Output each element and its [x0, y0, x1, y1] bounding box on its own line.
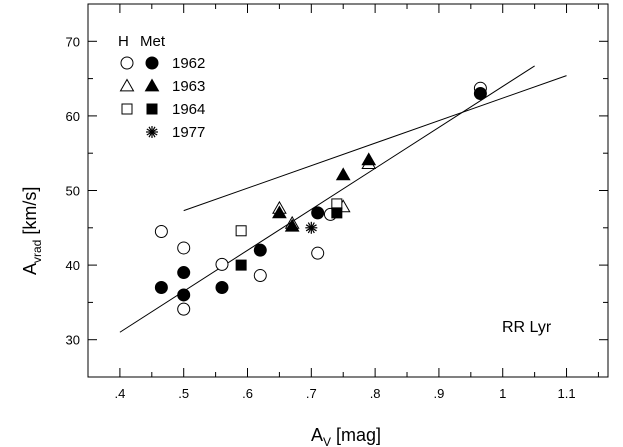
x-axis-title-unit: [mag] — [331, 425, 381, 445]
legend-label-1977: 1977 — [172, 124, 205, 141]
point-circle-open-0 — [154, 225, 168, 239]
y-axis-title-unit: [km/s] — [20, 187, 40, 240]
x-tick-label-6: 1 — [499, 386, 506, 401]
point-triangle-filled-2 — [335, 167, 351, 181]
x-tick-label-2: .6 — [242, 386, 253, 401]
star-name-annotation: RR Lyr — [502, 319, 552, 336]
legend-h-marker-1964 — [121, 103, 133, 115]
point-circle-open-2 — [177, 302, 191, 316]
point-triangle-filled-3 — [361, 152, 377, 166]
legend-h-marker-1962 — [120, 56, 134, 70]
x-tick-label-7: 1.1 — [557, 386, 575, 401]
legend-met-marker-1964 — [146, 103, 158, 115]
legend-label-1964: 1964 — [172, 101, 205, 118]
x-axis-title: AV [mag] — [311, 425, 381, 447]
y-tick-label-1: 40 — [66, 258, 80, 273]
y-tick-label-3: 60 — [66, 109, 80, 124]
legend-label-1963: 1963 — [172, 78, 205, 95]
point-square-open-0 — [235, 225, 247, 237]
point-circle-open-4 — [253, 269, 267, 283]
point-circle-open-1 — [177, 241, 191, 255]
y-axis-title-subscript: vrad — [30, 240, 44, 263]
fit-line-1 — [119, 65, 535, 333]
y-axis-title: Avrad [km/s] — [20, 187, 44, 275]
point-circle-filled-6 — [473, 87, 487, 101]
legend-header-h: H — [118, 33, 129, 50]
point-circle-filled-4 — [253, 243, 267, 257]
point-circle-filled-3 — [215, 280, 229, 294]
point-star-0 — [305, 221, 318, 234]
point-triangle-filled-0 — [272, 205, 287, 219]
point-square-filled-0 — [235, 259, 247, 271]
legend-label-1962: 1962 — [172, 55, 205, 72]
legend-header-met: Met — [140, 33, 166, 50]
x-tick-label-4: .8 — [370, 386, 381, 401]
legend-met-marker-1977 — [146, 126, 158, 138]
point-circle-open-5 — [311, 246, 325, 260]
legend: H Met 1962 1963 1964 1977 — [118, 33, 205, 141]
y-tick-label-2: 50 — [66, 184, 80, 199]
point-square-filled-1 — [331, 207, 343, 219]
x-tick-label-3: .7 — [306, 386, 317, 401]
point-circle-filled-1 — [177, 266, 191, 280]
fit-line-2 — [183, 75, 567, 212]
y-tick-label-0: 30 — [66, 333, 80, 348]
point-circle-filled-5 — [311, 206, 325, 220]
x-tick-label-1: .5 — [178, 386, 189, 401]
fit-lines — [119, 65, 567, 333]
legend-h-marker-1963 — [119, 78, 135, 92]
point-circle-open-3 — [215, 257, 229, 271]
point-circle-filled-0 — [154, 280, 168, 294]
legend-met-marker-1963 — [144, 78, 160, 92]
x-axis-title-subscript: V — [323, 435, 331, 447]
x-tick-label-0: .4 — [114, 386, 125, 401]
x-tick-label-5: .9 — [433, 386, 444, 401]
point-circle-filled-2 — [177, 288, 191, 302]
y-tick-label-4: 70 — [66, 34, 80, 49]
legend-met-marker-1962 — [145, 56, 159, 70]
point-triangle-filled-1 — [284, 218, 300, 232]
data-points — [154, 81, 487, 316]
